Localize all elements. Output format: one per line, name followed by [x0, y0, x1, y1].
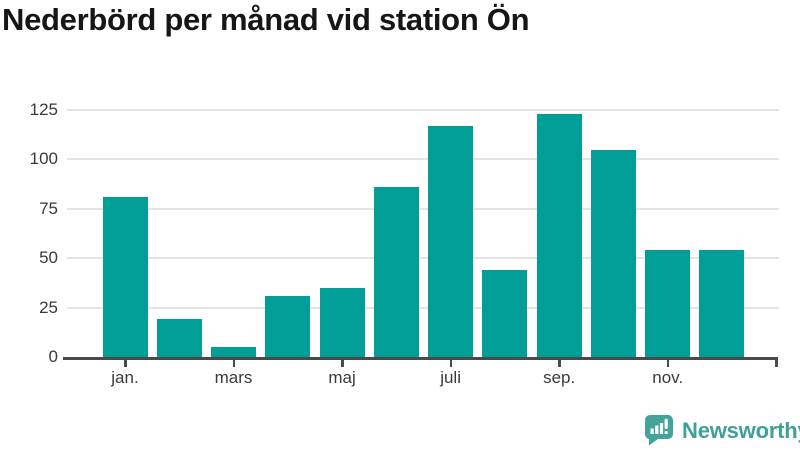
bar — [590, 150, 636, 357]
gridline — [67, 306, 779, 309]
bar — [645, 250, 691, 357]
x-axis-tick — [232, 360, 236, 367]
bar — [156, 319, 202, 357]
chart-title: Nederbörd per månad vid station Ön — [2, 2, 530, 37]
y-axis-tick-label: 0 — [48, 347, 58, 366]
bar — [102, 197, 148, 357]
newsworthy-logo-icon — [644, 415, 673, 446]
x-axis-tick — [558, 360, 561, 367]
brand-footer: Newsworthy — [644, 415, 800, 446]
y-axis-tick-label: 125 — [29, 100, 58, 119]
x-axis-tick-label: maj — [328, 368, 356, 387]
bar — [211, 347, 257, 357]
gridline — [67, 109, 779, 111]
x-axis-line — [63, 357, 778, 360]
y-axis-tick-label: 100 — [29, 149, 58, 169]
gridline — [67, 158, 779, 161]
bar — [373, 187, 419, 357]
y-axis-tick-label: 50 — [39, 248, 58, 268]
gridline — [67, 207, 779, 210]
x-axis-tick-label: juli — [440, 368, 461, 387]
x-axis-tick — [666, 360, 670, 367]
y-axis-tick-label: 25 — [39, 297, 58, 317]
x-axis-tick-label: nov. — [652, 368, 684, 387]
bar — [536, 114, 582, 357]
brand-name: Newsworthy — [682, 417, 800, 443]
x-axis-tick-label: mars — [214, 368, 253, 387]
x-axis-tick-label: sep. — [543, 368, 576, 387]
x-axis-tick — [449, 360, 453, 367]
bar — [699, 250, 745, 357]
bar — [482, 270, 528, 357]
x-axis-tick — [124, 360, 127, 367]
x-axis-end-tick — [775, 357, 778, 367]
x-axis-tick — [341, 360, 344, 367]
bar — [319, 288, 365, 357]
x-axis-tick-label: jan. — [111, 368, 139, 387]
bar — [428, 126, 474, 357]
bar — [265, 296, 311, 357]
y-axis-tick-label: 75 — [39, 198, 58, 218]
gridline — [67, 257, 779, 260]
